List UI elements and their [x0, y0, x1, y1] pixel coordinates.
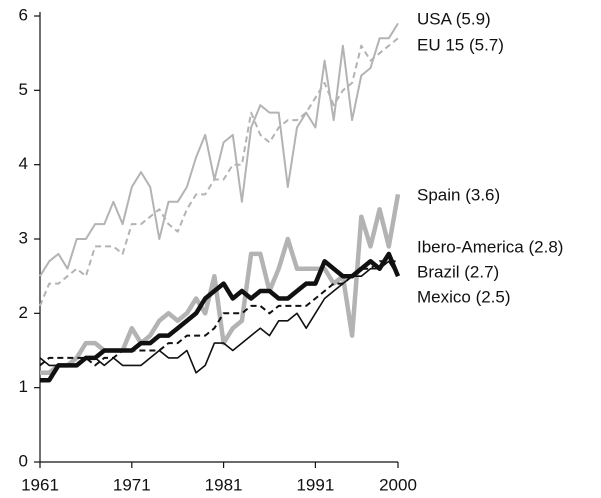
series-line [40, 251, 401, 383]
y-tick-label: 2 [19, 303, 28, 322]
legend-label: EU 15 (5.7) [417, 35, 504, 54]
legend-label: USA (5.9) [417, 9, 491, 28]
legend-label: Ibero-America (2.8) [417, 237, 563, 256]
x-tick-label: 1981 [205, 475, 243, 494]
series-line [39, 37, 399, 307]
x-tick-label: 1961 [21, 475, 59, 494]
y-tick-label: 5 [19, 80, 28, 99]
legend-label: Mexico (2.5) [417, 287, 511, 306]
series-line [40, 194, 401, 376]
x-tick-label: 1971 [113, 475, 151, 494]
series-line [39, 260, 398, 367]
y-tick-label: 0 [19, 451, 28, 470]
y-tick-label: 3 [19, 228, 28, 247]
legend-label: Brazil (2.7) [417, 262, 499, 281]
series-line [39, 260, 399, 374]
y-tick-label: 4 [19, 154, 28, 173]
y-tick-label: 1 [19, 377, 28, 396]
series-line [39, 22, 399, 277]
x-tick-label: 1991 [296, 475, 334, 494]
x-tick-label: 2000 [379, 475, 417, 494]
legend-label: Spain (3.6) [417, 185, 500, 204]
y-tick-label: 6 [19, 5, 28, 24]
